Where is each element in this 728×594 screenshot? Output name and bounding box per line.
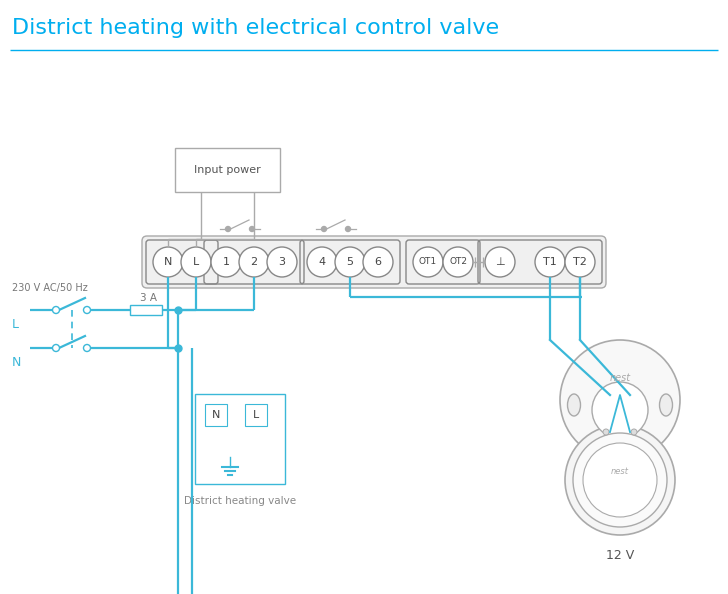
Circle shape <box>250 226 255 232</box>
Text: 1: 1 <box>223 257 229 267</box>
Text: 3 A: 3 A <box>140 293 157 303</box>
FancyBboxPatch shape <box>175 148 280 192</box>
Circle shape <box>592 382 648 438</box>
Circle shape <box>573 433 667 527</box>
Circle shape <box>52 345 60 352</box>
Circle shape <box>181 247 211 277</box>
Text: L: L <box>253 410 259 420</box>
Text: Input power: Input power <box>194 165 261 175</box>
FancyBboxPatch shape <box>205 404 227 426</box>
Text: District heating with electrical control valve: District heating with electrical control… <box>12 18 499 38</box>
Circle shape <box>267 247 297 277</box>
Circle shape <box>443 247 473 277</box>
Circle shape <box>211 247 241 277</box>
Text: OT2: OT2 <box>449 258 467 267</box>
Circle shape <box>226 226 231 232</box>
Circle shape <box>307 247 337 277</box>
Text: 4: 4 <box>318 257 325 267</box>
Text: nest: nest <box>611 467 629 476</box>
Circle shape <box>346 226 350 232</box>
Text: L: L <box>193 257 199 267</box>
Circle shape <box>560 340 680 460</box>
FancyBboxPatch shape <box>130 305 162 315</box>
Circle shape <box>565 425 675 535</box>
Text: 12 V: 12 V <box>606 549 634 562</box>
Circle shape <box>583 443 657 517</box>
Circle shape <box>565 247 595 277</box>
Text: 6: 6 <box>374 257 381 267</box>
Circle shape <box>603 429 609 435</box>
Text: 2: 2 <box>250 257 258 267</box>
Circle shape <box>322 226 326 232</box>
Circle shape <box>485 247 515 277</box>
Ellipse shape <box>660 394 673 416</box>
Circle shape <box>153 247 183 277</box>
Circle shape <box>535 247 565 277</box>
Text: L: L <box>12 318 19 330</box>
Text: N: N <box>212 410 220 420</box>
Circle shape <box>84 345 90 352</box>
Text: 5: 5 <box>347 257 354 267</box>
Text: 3: 3 <box>279 257 285 267</box>
Text: 230 V AC/50 Hz: 230 V AC/50 Hz <box>12 283 88 293</box>
Circle shape <box>631 429 637 435</box>
Circle shape <box>363 247 393 277</box>
Circle shape <box>84 307 90 314</box>
FancyBboxPatch shape <box>245 404 267 426</box>
Text: nest: nest <box>609 373 630 383</box>
Text: T2: T2 <box>573 257 587 267</box>
Circle shape <box>413 247 443 277</box>
FancyBboxPatch shape <box>606 453 634 473</box>
FancyBboxPatch shape <box>142 236 606 288</box>
Text: ⊥: ⊥ <box>495 257 505 267</box>
FancyBboxPatch shape <box>195 394 285 484</box>
Text: T1: T1 <box>543 257 557 267</box>
Text: N: N <box>164 257 173 267</box>
Circle shape <box>52 307 60 314</box>
Text: District heating valve: District heating valve <box>184 496 296 506</box>
Ellipse shape <box>568 394 580 416</box>
Text: N: N <box>12 355 21 368</box>
Text: OT1: OT1 <box>419 258 437 267</box>
Circle shape <box>335 247 365 277</box>
Circle shape <box>239 247 269 277</box>
